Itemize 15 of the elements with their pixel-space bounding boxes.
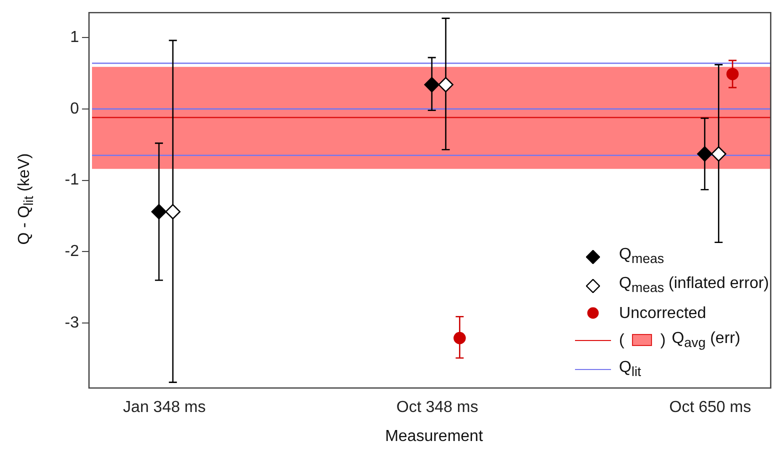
legend-label: Q$_{meas}$ — [619, 245, 664, 268]
legend-label: Q$_{lit}$ — [619, 358, 642, 381]
y-tick-label: 1 — [70, 28, 80, 46]
y-tick-label: 0 — [70, 100, 80, 118]
x-tick-label: Oct 650 ms — [669, 399, 752, 416]
x-tick-label: Oct 348 ms — [396, 399, 478, 416]
legend-label: Uncorrected — [619, 304, 706, 324]
y-tick-label: -3 — [64, 314, 80, 332]
x-axis-title: Measurement — [384, 428, 484, 446]
x-tick-label: Jan 348 ms — [123, 399, 206, 416]
y-tick-label: -1 — [64, 172, 80, 189]
y-tick-label: -2 — [64, 243, 80, 260]
text: ( ) — [619, 332, 666, 349]
legend-label: Q$_{avg}$ (err) — [672, 328, 740, 352]
legend-label: Q$_{meas}$ (inflated error) — [619, 274, 769, 298]
